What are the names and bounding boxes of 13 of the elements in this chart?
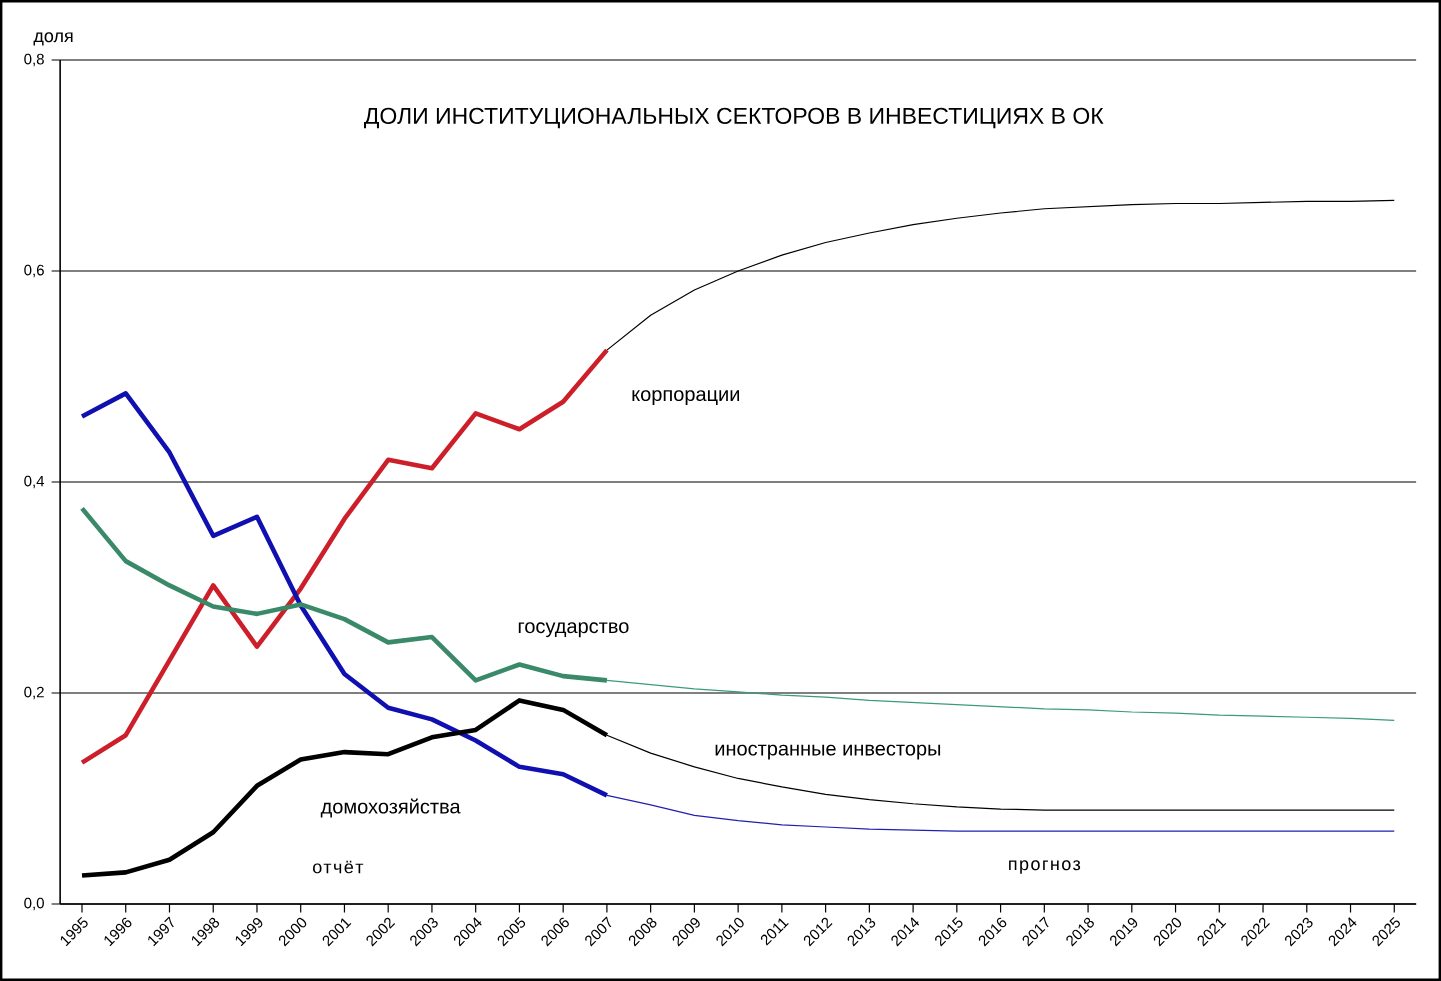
y-axis-title: доля [33, 32, 73, 46]
text: корпорации [632, 390, 740, 406]
annotation: иностранные инвесторы [715, 744, 941, 760]
series-label: государство [518, 622, 629, 638]
y-tick-label: 0,0 [24, 897, 44, 911]
y-tick-label: 0,4 [24, 475, 45, 489]
annotation: прогноз [1009, 860, 1081, 874]
y-tick-label: 0,8 [24, 53, 44, 67]
annotation: отчёт [313, 860, 364, 874]
annotation: домохозяйства [320, 798, 461, 818]
y-tick-label: 0,6 [24, 264, 44, 278]
text: ДОЛИ ИНСТИТУЦИОНАЛЬНЫХ СЕКТОРОВ В ИНВЕСТИЦИЯХ В ОК [364, 107, 1104, 129]
y-tick-label: 0,2 [24, 686, 44, 700]
